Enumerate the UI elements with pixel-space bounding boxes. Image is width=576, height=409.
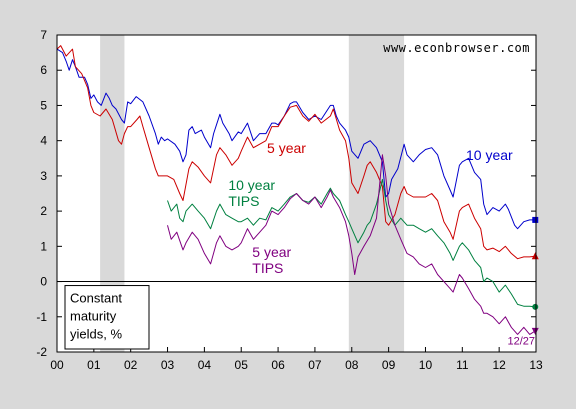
x-tick-label: 05 <box>235 358 249 372</box>
x-tick-label: 01 <box>87 358 101 372</box>
legend-line: maturity <box>70 309 117 324</box>
series-label-0: 10 year <box>466 147 513 163</box>
legend-frame <box>64 285 150 350</box>
series-line-1 <box>56 45 536 260</box>
watermark-text: www.econbrowser.com <box>383 41 530 55</box>
x-tick-label: 04 <box>198 358 212 372</box>
series-end-markers <box>531 216 539 335</box>
series-end-marker-3 <box>531 327 539 335</box>
y-tick-label: 0 <box>40 275 47 289</box>
x-tick-label: 10 <box>419 358 433 372</box>
x-tick-label: 11 <box>456 358 469 372</box>
y-tick-label: -1 <box>36 310 47 324</box>
legend-line: Constant <box>70 291 122 306</box>
series-end-marker-1 <box>531 252 539 260</box>
series-end-marker-2 <box>532 303 539 310</box>
x-tick-label: 13 <box>529 358 543 372</box>
series-label-2: 10 year TIPS <box>228 177 275 209</box>
series-line-0 <box>56 48 536 230</box>
x-tick-label: 08 <box>345 358 359 372</box>
x-tick-label: 09 <box>382 358 396 372</box>
x-tick-label: 12 <box>492 358 506 372</box>
x-tick-label: 07 <box>308 358 322 372</box>
x-tick-label: 02 <box>124 358 138 372</box>
recession-band <box>348 35 405 352</box>
legend-line: yields, % <box>70 327 122 342</box>
series-line-2 <box>167 178 536 308</box>
x-tick-label: 00 <box>50 358 64 372</box>
y-tick-label: 1 <box>40 239 47 253</box>
y-tick-label: 4 <box>40 134 47 148</box>
y-tick-label: -2 <box>36 345 47 359</box>
y-tick-label: 5 <box>40 98 47 112</box>
y-tick-label: 3 <box>40 169 47 183</box>
series-label-1: 5 year <box>267 140 306 156</box>
series-labels: 10 year 5 year 10 year TIPS 5 year TIPS <box>228 140 513 276</box>
y-tick-label: 2 <box>40 204 47 218</box>
y-tick-label: 7 <box>40 28 47 42</box>
series-end-marker-0 <box>532 216 539 223</box>
series-lines <box>56 45 536 335</box>
plot-border <box>56 34 537 353</box>
series-label-3: 5 year TIPS <box>252 244 291 276</box>
y-tick-label: 6 <box>40 63 47 77</box>
series-line-3 <box>167 154 536 335</box>
x-tick-label: 06 <box>271 358 285 372</box>
legend-box: Constant maturity yields, % <box>64 285 150 350</box>
x-tick-label: 03 <box>161 358 175 372</box>
date-annotation: 12/27 <box>507 335 535 347</box>
